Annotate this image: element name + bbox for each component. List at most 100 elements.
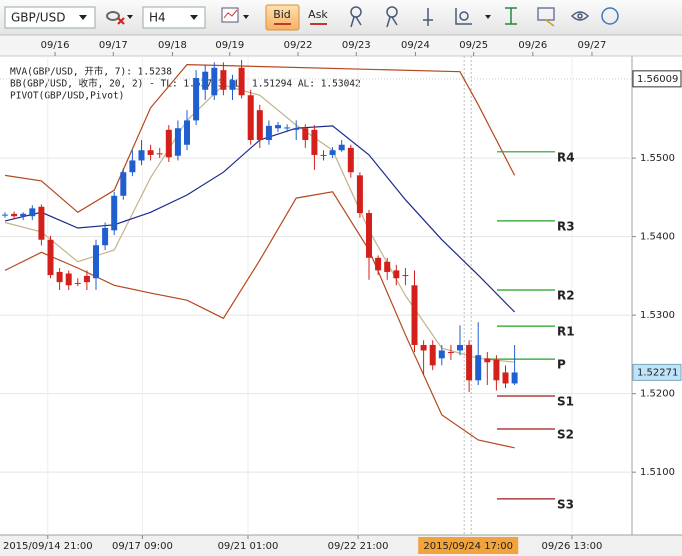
indicator-line (4, 84, 515, 363)
timeframe-select[interactable] (142, 6, 206, 29)
pivot-label: P (557, 358, 566, 372)
cursor-label: 2015/09/24 17:00 (423, 541, 513, 552)
x2-tick-label: 09/25 (459, 40, 488, 51)
y-tick-label: 1.5500 (640, 153, 675, 164)
tool-icons[interactable] (350, 6, 619, 28)
candle-body (457, 344, 464, 351)
candle-body (411, 285, 418, 345)
candle-body (347, 147, 354, 173)
dropdown-arrow (190, 15, 198, 20)
x2-tick-label: 09/23 (342, 40, 371, 51)
candle-body (320, 154, 327, 156)
candle-body (174, 128, 181, 156)
x2-tick-label: 09/24 (401, 40, 430, 51)
cursor-label-bg (418, 537, 519, 554)
candle-body (47, 239, 54, 276)
x2-tick-label: 09/27 (578, 40, 607, 51)
symbol-text: GBP/USD (11, 11, 65, 25)
chart-type-icon[interactable] (221, 7, 249, 23)
pivot-label: R1 (557, 325, 575, 339)
pivot-label: S2 (557, 427, 574, 441)
x-tick-label: 09/26 13:00 (542, 541, 603, 552)
y-tick-label: 1.5400 (640, 232, 675, 243)
candle-body (238, 67, 245, 96)
candle-body (74, 282, 81, 284)
y-tick-label: 1.5200 (640, 389, 675, 400)
candle-body (156, 153, 163, 155)
candle-body (38, 206, 45, 240)
ask-text[interactable]: Ask (308, 8, 328, 21)
x-tick-label: 09/17 09:00 (112, 541, 173, 552)
candle-body (20, 213, 27, 217)
candle-body (375, 257, 382, 271)
candle-body (493, 359, 500, 381)
legend-entry: PIVOT(GBP/USD,Pivot) (10, 91, 124, 102)
candle-body (265, 125, 272, 141)
candle-body (284, 127, 291, 129)
candle-body (356, 175, 363, 214)
y-tick-label: 1.5100 (640, 467, 675, 478)
candle-body (102, 227, 109, 246)
candle-body (402, 275, 409, 277)
symbol-select[interactable] (4, 6, 96, 29)
candle-body (138, 150, 145, 161)
link-icon[interactable] (106, 11, 133, 25)
x2-tick-label: 09/17 (99, 40, 128, 51)
price-axis (632, 56, 682, 535)
timeframe-text: H4 (149, 11, 166, 25)
candle-body (338, 144, 345, 151)
x-tick-label: 09/22 21:00 (328, 541, 389, 552)
candle-body (329, 150, 336, 155)
candle-body (11, 213, 18, 217)
y-tick-label: 1.5300 (640, 310, 675, 321)
candle-body (366, 213, 373, 258)
toolbar (0, 0, 682, 35)
candle-body (311, 129, 318, 155)
candle-body (165, 129, 172, 158)
candle-body (420, 344, 427, 351)
candle-body (2, 214, 9, 216)
candle-body (65, 273, 72, 286)
candle-body (429, 344, 436, 366)
candle-body (502, 372, 509, 384)
price-marker-box (632, 70, 682, 88)
price-marker-label: 1.56009 (637, 74, 678, 85)
candle-body (247, 95, 254, 141)
dropdown-arrow (79, 15, 87, 20)
pivot-label: S3 (557, 497, 574, 511)
candle-body (147, 150, 154, 155)
candle-body (475, 355, 482, 381)
indicator-line (4, 63, 516, 214)
candle-body (447, 352, 454, 354)
candle-body (29, 208, 36, 217)
price-marker-box (632, 363, 682, 381)
bid-text: Bid (273, 8, 291, 21)
candle-body (256, 110, 263, 141)
x2-tick-label: 09/18 (158, 40, 187, 51)
candle-body (93, 245, 100, 279)
x2-tick-label: 09/22 (284, 40, 313, 51)
candle-body (211, 67, 218, 96)
candle-body (184, 120, 191, 145)
candle-body (220, 70, 227, 90)
legend-entry: MVA(GBP/USD, 开市, 7): 1.5238 (10, 66, 172, 78)
candle-body (511, 372, 518, 384)
candle-body (83, 275, 90, 283)
candle-body (193, 77, 200, 121)
pivot-label: R2 (557, 289, 575, 303)
indicator-line (4, 191, 515, 449)
candle-body (120, 172, 127, 196)
x2-tick-label: 09/19 (215, 40, 244, 51)
candle-body (393, 270, 400, 279)
pivot-label: R4 (557, 150, 575, 164)
candle-body (384, 261, 391, 272)
pivot-label: R3 (557, 219, 575, 233)
candle-body (129, 160, 136, 173)
legend-entry: BB(GBP/USD, 收市, 20, 2) - TL: 1.53753 BL:… (10, 78, 361, 90)
candle-body (111, 195, 118, 231)
price-marker-label: 1.52271 (637, 367, 678, 378)
candle-body (466, 344, 473, 381)
candle-body (438, 350, 445, 359)
